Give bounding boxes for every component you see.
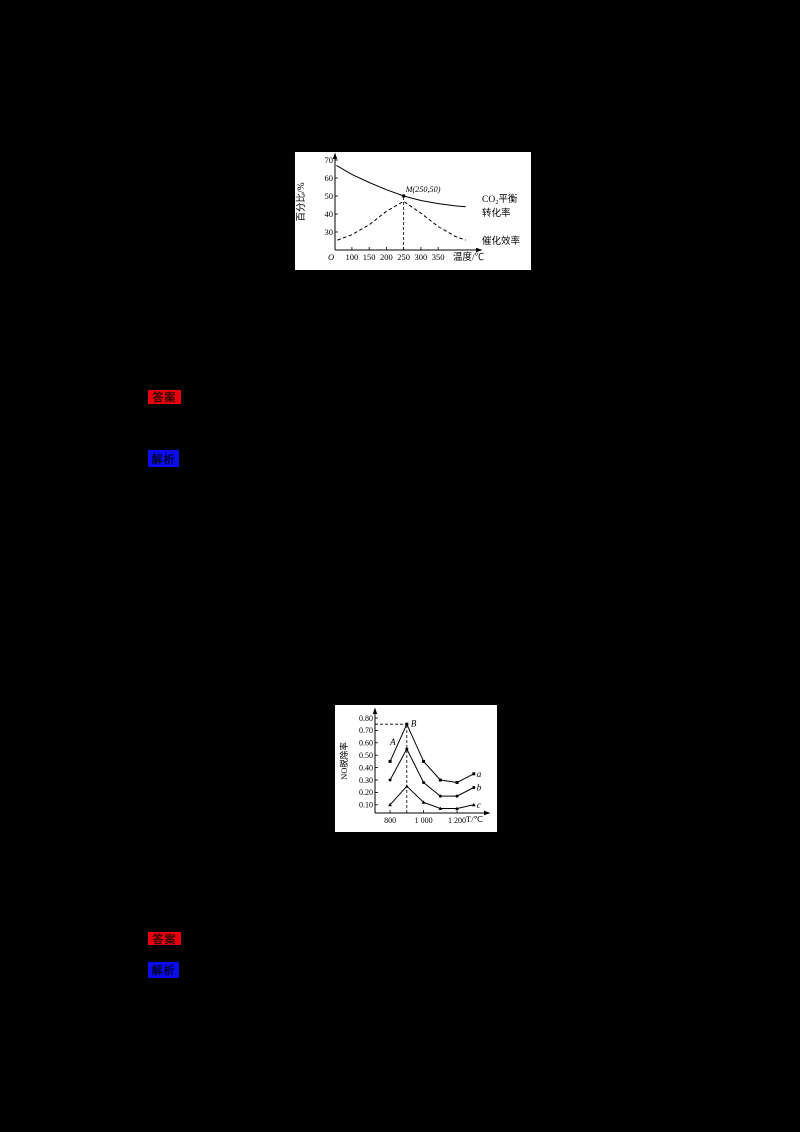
y-tick-label: 0.50 [359,751,373,760]
marker [438,778,442,782]
marker [388,802,392,807]
origin-label: O [328,252,334,262]
annotation-label: A [389,737,396,747]
y-axis-arrow [372,707,378,714]
series-end-label: b [477,782,482,792]
y-tick-label: 0.70 [359,726,373,735]
marker [472,802,476,807]
marker [405,747,409,751]
x-tick-label: 1 200 [448,816,466,825]
answer-badge-label: 答案 [152,933,177,946]
no-chart-canvas: 0.80 0.70 0.60 0.50 0.40 0.30 0.20 0.10 800 1 000… [339,707,491,825]
x-axis-arrow [484,810,491,816]
answer-badge: 答案 [148,390,181,404]
marker [455,806,459,810]
chart-group: 0.80 0.70 0.60 0.50 0.40 0.30 0.20 0.10 800 1 000… [339,707,491,825]
y-tick-label: 0.30 [359,776,373,785]
y-axis-title: 百分比/% [295,182,307,221]
series-end-label: a [477,769,482,779]
marker [472,785,476,789]
marker [405,722,409,726]
y-tick-label: 0.20 [359,788,373,797]
figure-no-removal-chart: 0.80 0.70 0.60 0.50 0.40 0.30 0.20 0.10 800 1 000… [335,705,497,832]
marker [422,759,426,763]
series-line-c [389,785,474,809]
answer-badge-label: 答案 [152,392,177,404]
x-tick-label: 800 [384,816,396,825]
y-axis-arrow [332,152,338,159]
analysis-badge: 解析 [148,962,179,978]
x-axis-title: T/℃ [466,814,484,824]
x-tick-label: 150 [363,252,376,262]
x-tick-label: 1 000 [415,816,433,825]
marker [438,794,442,798]
annotation-label: M(250,50) [405,185,441,194]
marker [455,780,459,784]
analysis-badge-label: 解析 [151,453,176,466]
analysis-badge: 解析 [148,450,179,467]
marker [405,784,409,788]
series-line-催化效率 [337,200,466,241]
y-tick-label: 0.60 [359,739,373,748]
series-line-b [389,747,475,797]
annotation-label: B [411,719,417,729]
y-tick-label: 40 [325,209,334,219]
marker [388,778,392,782]
series-name-label: 催化效率 [482,235,521,247]
x-axis-arrow [476,247,483,253]
co2-chart-canvas: 70 60 50 40 30 100 150 200 250 300 350 百分比/% 温度/℃ O CO… [295,152,521,263]
marker [421,800,426,804]
series-name-label: CO₂平衡 [482,193,518,205]
series-line-CO₂平衡转化率 [336,164,466,208]
y-tick-label: 50 [325,191,334,201]
marker [472,772,476,776]
chart-group: 70 60 50 40 30 100 150 200 250 300 350 百分比/% 温度/℃ O CO… [295,152,521,263]
answer-badge: 答案 [148,932,181,945]
marker [438,806,443,810]
x-tick-label: 100 [346,252,359,262]
series-line-a [389,722,475,784]
y-tick-label: 0.80 [359,714,373,723]
x-tick-label: 250 [397,252,410,262]
y-tick-label: 30 [325,227,334,237]
y-tick-label: 60 [325,173,334,183]
marker [422,780,426,784]
figure-co2-equilibrium-chart: 70 60 50 40 30 100 150 200 250 300 350 百分比/% 温度/℃ O CO… [295,152,531,270]
analysis-badge-label: 解析 [151,965,176,977]
annotation-point [401,194,406,198]
y-tick-label: 0.40 [359,763,373,772]
series-name-label: 转化率 [482,207,511,219]
x-axis-title: 温度/℃ [453,251,485,263]
marker [455,794,459,798]
y-tick-label: 0.10 [359,801,373,810]
y-axis-title: NO脱除率 [339,742,349,780]
x-tick-label: 300 [415,252,428,262]
marker [388,759,392,763]
x-tick-label: 200 [380,252,393,262]
y-tick-label: 70 [325,155,334,165]
x-tick-label: 350 [432,252,445,262]
series-end-label: c [477,800,481,810]
